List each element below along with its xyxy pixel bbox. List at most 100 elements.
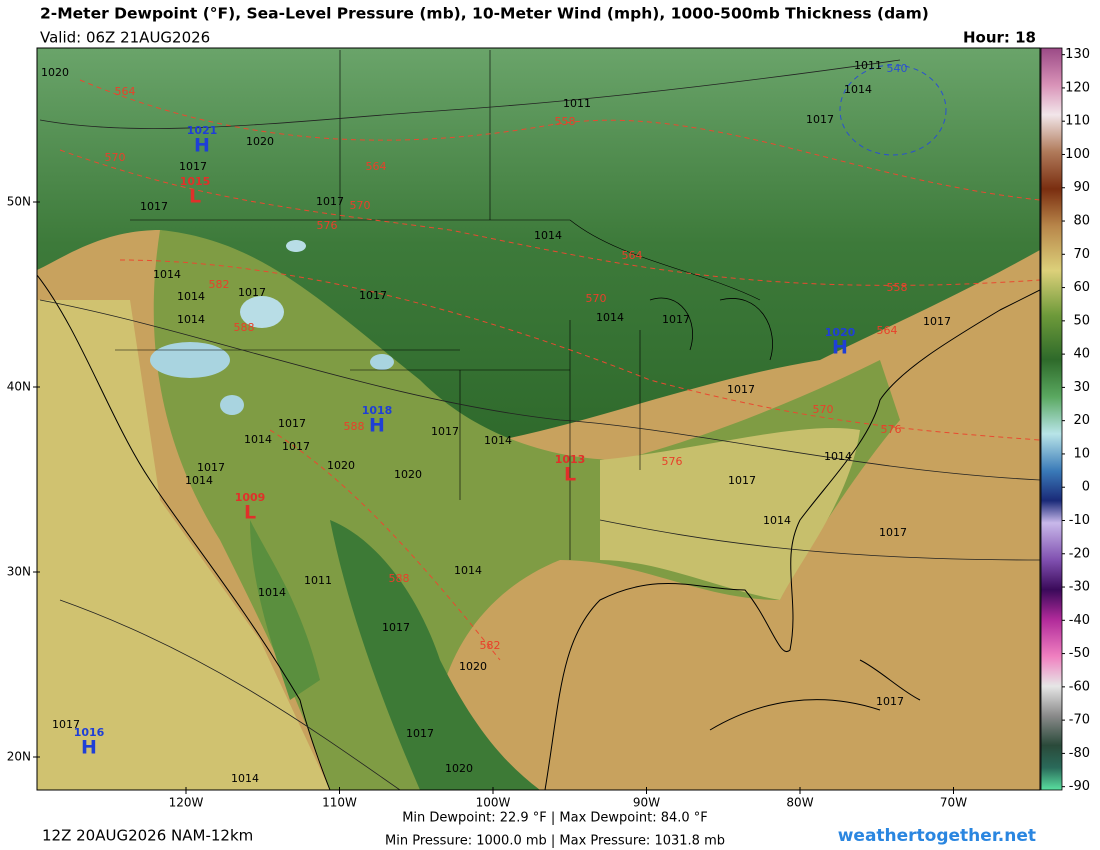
pressure-center-value: 1016 [74,726,105,739]
isobar-label: 1017 [140,200,168,213]
isobar-label: 1011 [854,59,882,72]
isobar-label: 1017 [406,727,434,740]
colorbar-label: 100 [1065,147,1090,162]
lon-label: 120W [169,796,204,810]
isobar-label: 1017 [431,425,459,438]
thickness-label: 570 [586,292,607,305]
colorbar-label: 110 [1065,114,1090,129]
colorbar-label: 60 [1073,280,1090,295]
pressure-center-type: H [81,737,97,759]
pressure-center-type: L [244,502,256,524]
pressure-center-value: 1015 [180,175,211,188]
forecast-hour: Hour: 18 [963,29,1036,47]
isobar-label: 1017 [278,417,306,430]
isobar-label: 1014 [454,564,482,577]
thickness-label: 558 [555,115,576,128]
colorbar-label: 120 [1065,80,1090,95]
colorbar-label: 80 [1073,214,1090,229]
thickness-label: 564 [622,249,643,262]
isobar-label: 1020 [445,762,473,775]
isobar-label: 1017 [316,195,344,208]
isobar-label: 1014 [534,229,562,242]
pressure-center-type: L [564,464,576,486]
pressure-center-value: 1009 [235,491,266,504]
isobar-label: 1017 [238,286,266,299]
isobar-label: 1014 [185,474,213,487]
colorbar-label: -30 [1069,580,1090,595]
colorbar-label: 50 [1073,313,1090,328]
isobar-label: 1014 [763,514,791,527]
map-area [37,48,1040,790]
pressure-center-value: 1021 [187,124,218,137]
thickness-label: 576 [317,219,338,232]
colorbar-label: 70 [1073,247,1090,262]
isobar-label: 1017 [282,440,310,453]
pressure-center-value: 1020 [825,326,856,339]
isobar-label: 1017 [923,315,951,328]
isobar-label: 1014 [484,434,512,447]
thickness-label: 570 [350,199,371,212]
isobar-label: 1014 [596,311,624,324]
thickness-label: 576 [662,455,683,468]
valid-time: Valid: 06Z 21AUG2026 [40,29,210,47]
isobar-label: 1014 [244,433,272,446]
colorbar-label: 40 [1073,347,1090,362]
lon-label: 70W [940,796,967,810]
colorbar-label: -70 [1069,713,1090,728]
isobar-label: 1020 [327,459,355,472]
isobar-label: 1014 [153,268,181,281]
thickness-label: 582 [480,639,501,652]
lat-label: 30N [7,565,31,579]
isobar-label: 1014 [177,290,205,303]
lat-label: 40N [7,380,31,394]
colorbar-label: 20 [1073,413,1090,428]
colorbar-label: -20 [1069,546,1090,561]
source[interactable]: weathertogether.net [838,826,1036,846]
pressure-center-type: L [189,186,201,208]
pressure-center-type: H [194,135,210,157]
pressure-center-type: H [832,337,848,359]
isobar-label: 1017 [179,160,207,173]
thickness-label: 564 [877,324,898,337]
isobar-label: 1014 [177,313,205,326]
thickness-label: 582 [209,278,230,291]
isobar-label: 1014 [844,83,872,96]
isobar-label: 1017 [359,289,387,302]
colorbar [1040,47,1063,791]
thickness-label: 558 [887,281,908,294]
isobar-label: 1017 [876,695,904,708]
thickness-label: 576 [881,423,902,436]
colorbar-label: -40 [1069,613,1090,628]
isobar-label: 1020 [459,660,487,673]
isobar-label: 1011 [304,574,332,587]
colorbar-label: -50 [1069,646,1090,661]
colorbar-label: 90 [1073,180,1090,195]
lon-label: 80W [786,796,813,810]
colorbar-label: 130 [1065,47,1090,62]
colorbar-label: -10 [1069,513,1090,528]
model-run: 12Z 20AUG2026 NAM-12km [42,827,253,845]
isobar-label: 1017 [52,718,80,731]
thickness-label: 588 [344,420,365,433]
thickness-label: 564 [115,85,136,98]
dewpoint-range: Min Dewpoint: 22.9 °F | Max Dewpoint: 84… [402,811,708,826]
isobar-label: 1017 [728,474,756,487]
pressure-center-type: H [369,415,385,437]
thickness-label: 540 [887,62,908,75]
thickness-label: 570 [813,403,834,416]
title: 2-Meter Dewpoint (°F), Sea-Level Pressur… [40,5,929,23]
thickness-label: 588 [234,321,255,334]
colorbar-label: -80 [1069,746,1090,761]
isobar-label: 1014 [824,450,852,463]
isobar-label: 1017 [662,313,690,326]
isobar-label: 1020 [246,135,274,148]
lat-label: 20N [7,750,31,764]
colorbar-label: -90 [1069,779,1090,794]
isobar-label: 1017 [806,113,834,126]
pressure-range: Min Pressure: 1000.0 mb | Max Pressure: … [385,834,725,849]
pressure-center-value: 1013 [555,453,586,466]
isobar-label: 1017 [382,621,410,634]
isobar-label: 1020 [394,468,422,481]
colorbar-label: 10 [1073,446,1090,461]
